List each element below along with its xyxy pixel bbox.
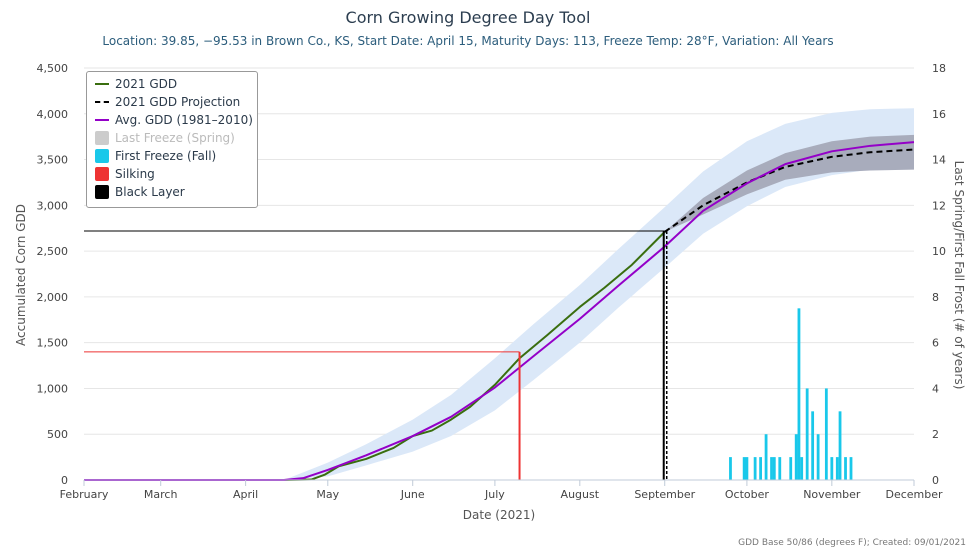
y-right-tick-label: 12 (932, 199, 946, 212)
x-tick-label: February (60, 488, 109, 501)
y-right-tick-label: 2 (932, 428, 939, 441)
first-freeze-bar (778, 457, 781, 480)
y-left-tick-label: 3,000 (37, 199, 69, 212)
y-right-tick-label: 10 (932, 245, 946, 258)
y-right-tick-label: 14 (932, 154, 946, 167)
x-axis-title: Date (2021) (463, 508, 535, 522)
first-freeze-bar (850, 457, 853, 480)
x-tick-label: August (561, 488, 600, 501)
x-tick-label: May (316, 488, 339, 501)
legend-item-black-layer[interactable]: Black Layer (95, 184, 185, 200)
x-tick-label: March (144, 488, 178, 501)
first-freeze-bar (825, 388, 828, 480)
x-tick-label: November (803, 488, 861, 501)
y-left-tick-label: 1,000 (37, 382, 69, 395)
legend-label: First Freeze (Fall) (115, 149, 216, 163)
y-left-tick-label: 2,000 (37, 291, 69, 304)
y-left-tick-label: 500 (47, 428, 68, 441)
chart-legend: 2021 GDD 2021 GDD Projection Avg. GDD (1… (86, 71, 258, 208)
legend-item-last-freeze-spring[interactable]: Last Freeze (Spring) (95, 130, 235, 146)
y-left-tick-label: 4,500 (37, 62, 69, 75)
dashed-line-swatch-icon (95, 101, 109, 103)
chart-subtitle: Location: 39.85, −95.53 in Brown Co., KS… (102, 34, 833, 48)
y-right-tick-label: 16 (932, 108, 946, 121)
x-tick-label: October (725, 488, 769, 501)
gdd-range-bands (284, 108, 914, 480)
legend-label: 2021 GDD (115, 77, 177, 91)
first-freeze-bar (795, 434, 798, 480)
box-swatch-icon (95, 185, 109, 199)
chart-title: Corn Growing Degree Day Tool (346, 8, 591, 27)
first-freeze-bar (743, 457, 746, 480)
legend-label: Black Layer (115, 185, 185, 199)
first-freeze-bar (773, 457, 776, 480)
first-freeze-bar (811, 411, 814, 480)
legend-item-first-freeze-fall[interactable]: First Freeze (Fall) (95, 148, 216, 164)
legend-item-2021-gdd-projection[interactable]: 2021 GDD Projection (95, 94, 240, 110)
y-left-tick-label: 3,500 (37, 154, 69, 167)
y-left-tick-label: 2,500 (37, 245, 69, 258)
box-swatch-icon (95, 167, 109, 181)
y-axis-right-title: Last Spring/First Fall Frost (# of years… (952, 161, 966, 390)
chart-credit: GDD Base 50/86 (degrees F); Created: 09/… (738, 538, 966, 548)
y-left-tick-label: 1,500 (37, 337, 69, 350)
first-freeze-bars (729, 308, 852, 480)
y-right-tick-label: 8 (932, 291, 939, 304)
legend-label: Avg. GDD (1981–2010) (115, 113, 253, 127)
x-tick-label: December (885, 488, 943, 501)
first-freeze-bar (789, 457, 792, 480)
first-freeze-bar (765, 434, 768, 480)
first-freeze-bar (839, 411, 842, 480)
first-freeze-bar (754, 457, 757, 480)
y-axis-left-title: Accumulated Corn GDD (14, 204, 28, 346)
first-freeze-bar (746, 457, 749, 480)
y-left-tick-label: 0 (61, 474, 68, 487)
x-tick-label: April (233, 488, 258, 501)
y-right-tick-label: 6 (932, 337, 939, 350)
y-left-tick-label: 4,000 (37, 108, 69, 121)
line-swatch-icon (95, 83, 109, 85)
box-swatch-icon (95, 131, 109, 145)
box-swatch-icon (95, 149, 109, 163)
legend-item-silking[interactable]: Silking (95, 166, 155, 182)
legend-item-2021-gdd[interactable]: 2021 GDD (95, 76, 177, 92)
first-freeze-bar (806, 388, 809, 480)
y-right-tick-label: 18 (932, 62, 946, 75)
first-freeze-bar (830, 457, 833, 480)
first-freeze-bar (836, 457, 839, 480)
y-right-tick-label: 0 (932, 474, 939, 487)
legend-label: 2021 GDD Projection (115, 95, 240, 109)
x-tick-label: September (634, 488, 695, 501)
first-freeze-bar (729, 457, 732, 480)
legend-item-avg-gdd[interactable]: Avg. GDD (1981–2010) (95, 112, 253, 128)
line-swatch-icon (95, 119, 109, 121)
first-freeze-bar (844, 457, 847, 480)
x-tick-label: July (484, 488, 505, 501)
first-freeze-bar (817, 434, 820, 480)
legend-label: Silking (115, 167, 155, 181)
first-freeze-bar (770, 457, 773, 480)
first-freeze-bar (798, 308, 801, 480)
first-freeze-bar (759, 457, 762, 480)
first-freeze-bar (800, 457, 803, 480)
legend-label: Last Freeze (Spring) (115, 131, 235, 145)
x-tick-label: June (400, 488, 425, 501)
y-right-tick-label: 4 (932, 382, 939, 395)
